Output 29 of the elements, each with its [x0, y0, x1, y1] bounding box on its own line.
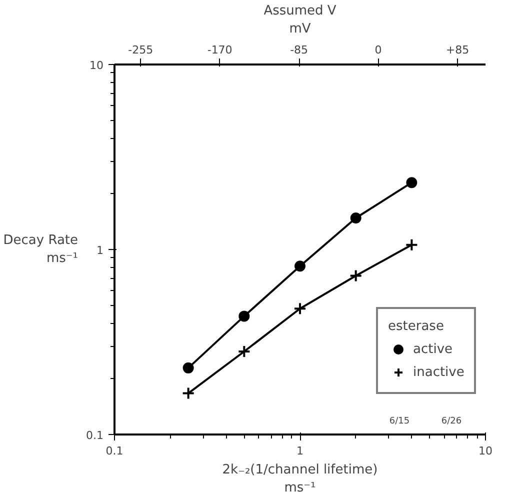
x-tick-label: 10 — [478, 444, 492, 458]
point — [182, 362, 194, 374]
point — [350, 212, 362, 224]
x-tick-label: 1 — [296, 444, 304, 458]
y-tick-label: 0.1 — [86, 429, 104, 442]
y-axis-title: Decay Rate ms⁻¹ — [3, 233, 78, 266]
point — [405, 238, 418, 252]
x2-tick-label: -85 — [290, 44, 308, 56]
legend-label: inactive — [413, 364, 464, 380]
annotation: 6/15 — [389, 416, 410, 426]
annotation: 6/26 — [441, 416, 462, 426]
x-tick-label: 0.1 — [106, 444, 124, 458]
point — [182, 386, 195, 400]
point — [406, 177, 418, 188]
x2-axis-title: Assumed V mV — [264, 4, 336, 36]
x2-tick-label: 0 — [374, 44, 382, 56]
legend-title: esterase — [388, 319, 445, 334]
point — [349, 269, 362, 282]
x2-tick-label: +85 — [446, 44, 470, 56]
y-tick-label: 1 — [96, 244, 104, 257]
x-axis-title: 2k₋₂(1/channel lifetime) ms⁻¹ — [222, 462, 378, 496]
point — [238, 344, 251, 358]
x2-tick-label: -170 — [207, 44, 232, 56]
y-tick-label: 10 — [90, 59, 104, 72]
legend-label: active — [413, 342, 453, 356]
point — [294, 260, 306, 272]
x2-tick-label: -255 — [128, 44, 154, 56]
point — [294, 302, 306, 316]
point — [238, 310, 250, 322]
